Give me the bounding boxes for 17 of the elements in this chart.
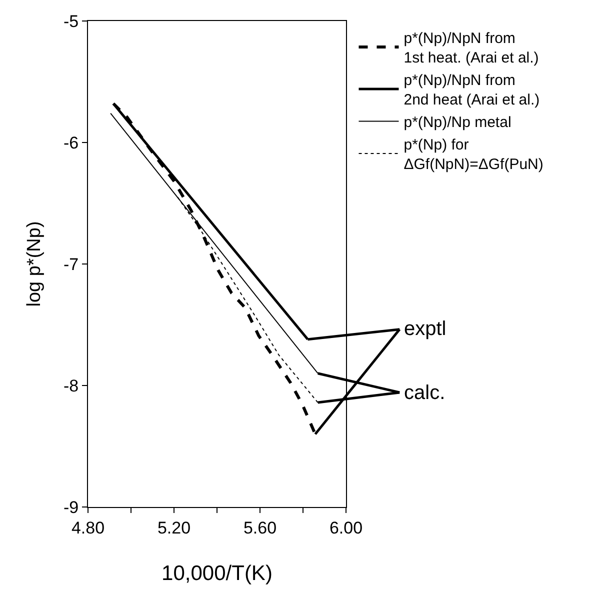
y-tick-label: -9 [63, 498, 79, 517]
legend-label: p*(Np) for ΔGf(NpN)=ΔGf(PuN) [404, 136, 544, 174]
y-tick-label: -5 [63, 12, 79, 31]
legend-label: p*(Np)/Np metal [404, 114, 512, 132]
y-tick-label: -7 [63, 254, 79, 274]
annotation: exptl [404, 318, 446, 340]
x-axis-title: 10,000/T(K) [162, 562, 272, 585]
y-tick-label: -8 [63, 376, 79, 396]
x-tick-label: 5.60 [243, 518, 277, 538]
y-axis-title: log p*(Np) [24, 221, 45, 307]
legend-label: p*(Np)/NpN from 1st heat. (Arai et al.) [404, 30, 539, 67]
x-tick-label: 5.20 [157, 518, 191, 538]
x-tick-label: 6.00 [329, 518, 363, 538]
legend-label: p*(Np)/NpN from 2nd heat (Arai et al.) [404, 72, 540, 109]
annotation: calc. [404, 382, 446, 404]
x-tick-label: 4.80 [71, 518, 105, 538]
y-tick-label: -6 [63, 133, 79, 152]
